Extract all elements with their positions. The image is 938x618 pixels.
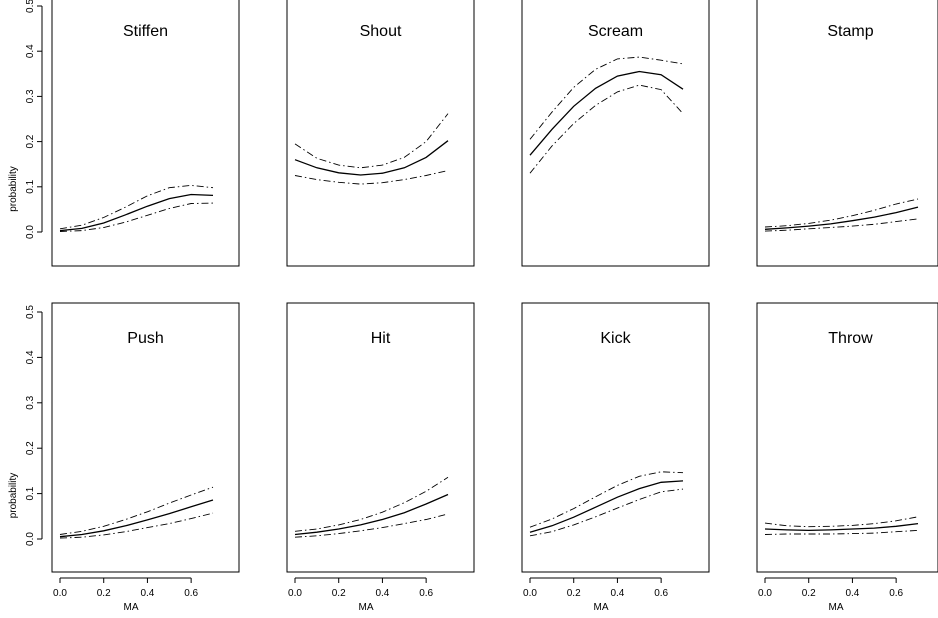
panel-title: Scream: [588, 23, 643, 40]
panel-title: Stamp: [827, 23, 873, 40]
panel-frame-shout: [286, 0, 475, 267]
x-axis-title: MA: [359, 602, 374, 613]
y-axis-title: probability: [8, 473, 19, 519]
panel-frame-throw: [756, 302, 938, 573]
upper-band-line: [529, 471, 684, 528]
x-tick-label: 0.6: [184, 588, 198, 599]
panel-frame-scream: [521, 0, 710, 267]
x-tick-label: 0.6: [419, 588, 433, 599]
x-tick-label: 0.2: [97, 588, 111, 599]
panel-title: Kick: [600, 330, 631, 347]
x-tick-label: 0.6: [654, 588, 668, 599]
panel-title: Push: [127, 330, 163, 347]
x-axis-title: MA: [124, 602, 139, 613]
upper-band-line: [59, 184, 214, 230]
fitted-probability-line: [294, 493, 449, 536]
x-tick-label: 0.0: [288, 588, 302, 599]
y-tick-label: 0.5: [25, 0, 36, 13]
lower-band-line: [764, 218, 919, 232]
x-axis-title: MA: [594, 602, 609, 613]
y-tick-label: 0.4: [25, 44, 36, 58]
upper-band-line: [294, 476, 449, 532]
y-tick-label: 0.1: [25, 179, 36, 193]
y-tick-label: 0.0: [25, 532, 36, 546]
lower-band-line: [529, 84, 684, 174]
x-tick-label: 0.4: [375, 588, 389, 599]
panel-title: Stiffen: [123, 23, 168, 40]
x-tick-label: 0.0: [523, 588, 537, 599]
y-tick-label: 0.0: [25, 225, 36, 239]
panel-frame-kick: [521, 302, 710, 573]
panel-title: Shout: [360, 23, 402, 40]
y-tick-label: 0.2: [25, 441, 36, 455]
y-tick-label: 0.4: [25, 350, 36, 364]
lower-band-line: [59, 512, 214, 539]
upper-band-line: [59, 486, 214, 535]
fitted-probability-line: [529, 480, 684, 533]
y-tick-label: 0.3: [25, 89, 36, 103]
panel-frame-hit: [286, 302, 475, 573]
lower-band-line: [294, 513, 449, 538]
x-tick-label: 0.2: [567, 588, 581, 599]
x-tick-label: 0.4: [845, 588, 859, 599]
fitted-probability-line: [529, 70, 684, 156]
y-tick-label: 0.1: [25, 486, 36, 500]
lower-band-line: [59, 202, 214, 232]
upper-band-line: [529, 56, 684, 140]
fitted-probability-line: [59, 499, 214, 538]
panel-frame-push: [51, 302, 240, 573]
upper-band-line: [764, 516, 919, 528]
panel-frame-stamp: [756, 0, 938, 267]
x-axis-title: MA: [829, 602, 844, 613]
x-tick-label: 0.4: [140, 588, 154, 599]
y-axis-title: probability: [8, 166, 19, 212]
lower-band-line: [764, 529, 919, 535]
lower-band-line: [294, 170, 449, 185]
panel-frame-stiffen: [51, 0, 240, 267]
panel-title: Throw: [828, 330, 873, 347]
fitted-probability-line: [764, 206, 919, 230]
y-tick-label: 0.5: [25, 305, 36, 319]
upper-band-line: [764, 198, 919, 228]
x-tick-label: 0.0: [53, 588, 67, 599]
x-tick-label: 0.2: [332, 588, 346, 599]
upper-band-line: [294, 113, 449, 169]
x-tick-label: 0.6: [889, 588, 903, 599]
fitted-probability-line: [294, 140, 449, 176]
x-tick-label: 0.4: [610, 588, 624, 599]
x-tick-label: 0.2: [802, 588, 816, 599]
fitted-probability-line: [764, 522, 919, 532]
y-tick-label: 0.3: [25, 395, 36, 409]
lower-band-line: [529, 488, 684, 537]
fitted-probability-line: [59, 193, 214, 232]
y-tick-label: 0.2: [25, 134, 36, 148]
x-tick-label: 0.0: [758, 588, 772, 599]
panel-title: Hit: [371, 330, 391, 347]
